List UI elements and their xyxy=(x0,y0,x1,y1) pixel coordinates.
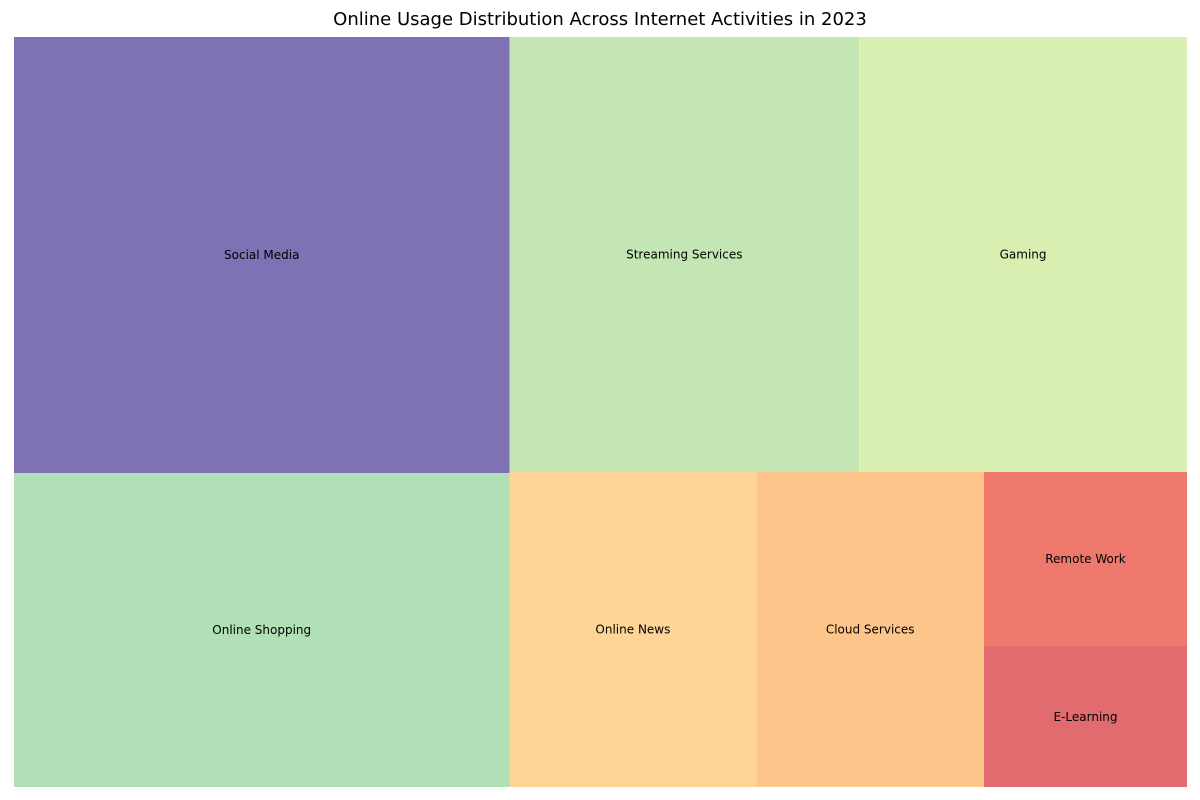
tile-cloud-services: Cloud Services xyxy=(756,471,985,787)
tile-streaming-services: Streaming Services xyxy=(509,37,860,472)
tile-rect-online-news xyxy=(509,471,757,787)
tile-rect-gaming xyxy=(859,37,1187,472)
tile-e-learning: E-Learning xyxy=(984,646,1187,787)
tile-label-online-news: Online News xyxy=(595,622,670,636)
tile-label-remote-work: Remote Work xyxy=(1045,552,1126,566)
tile-label-online-shopping: Online Shopping xyxy=(212,623,311,637)
tile-rect-cloud-services xyxy=(756,471,985,787)
tile-label-streaming-services: Streaming Services xyxy=(626,247,742,261)
tile-gaming: Gaming xyxy=(859,37,1187,472)
tile-rect-online-shopping xyxy=(14,473,510,787)
tile-label-social-media: Social Media xyxy=(224,248,299,262)
tile-rect-e-learning xyxy=(984,646,1187,787)
chart-title: Online Usage Distribution Across Interne… xyxy=(333,9,867,30)
tile-online-shopping: Online Shopping xyxy=(14,473,510,787)
tile-rect-streaming-services xyxy=(509,37,860,472)
tile-rect-social-media xyxy=(14,37,510,474)
tile-label-cloud-services: Cloud Services xyxy=(826,622,915,636)
tile-social-media: Social Media xyxy=(14,37,510,474)
tile-remote-work: Remote Work xyxy=(984,471,1187,647)
tile-label-gaming: Gaming xyxy=(1000,247,1047,261)
tile-online-news: Online News xyxy=(509,471,757,787)
tile-label-e-learning: E-Learning xyxy=(1054,710,1118,724)
tile-rect-remote-work xyxy=(984,471,1187,647)
